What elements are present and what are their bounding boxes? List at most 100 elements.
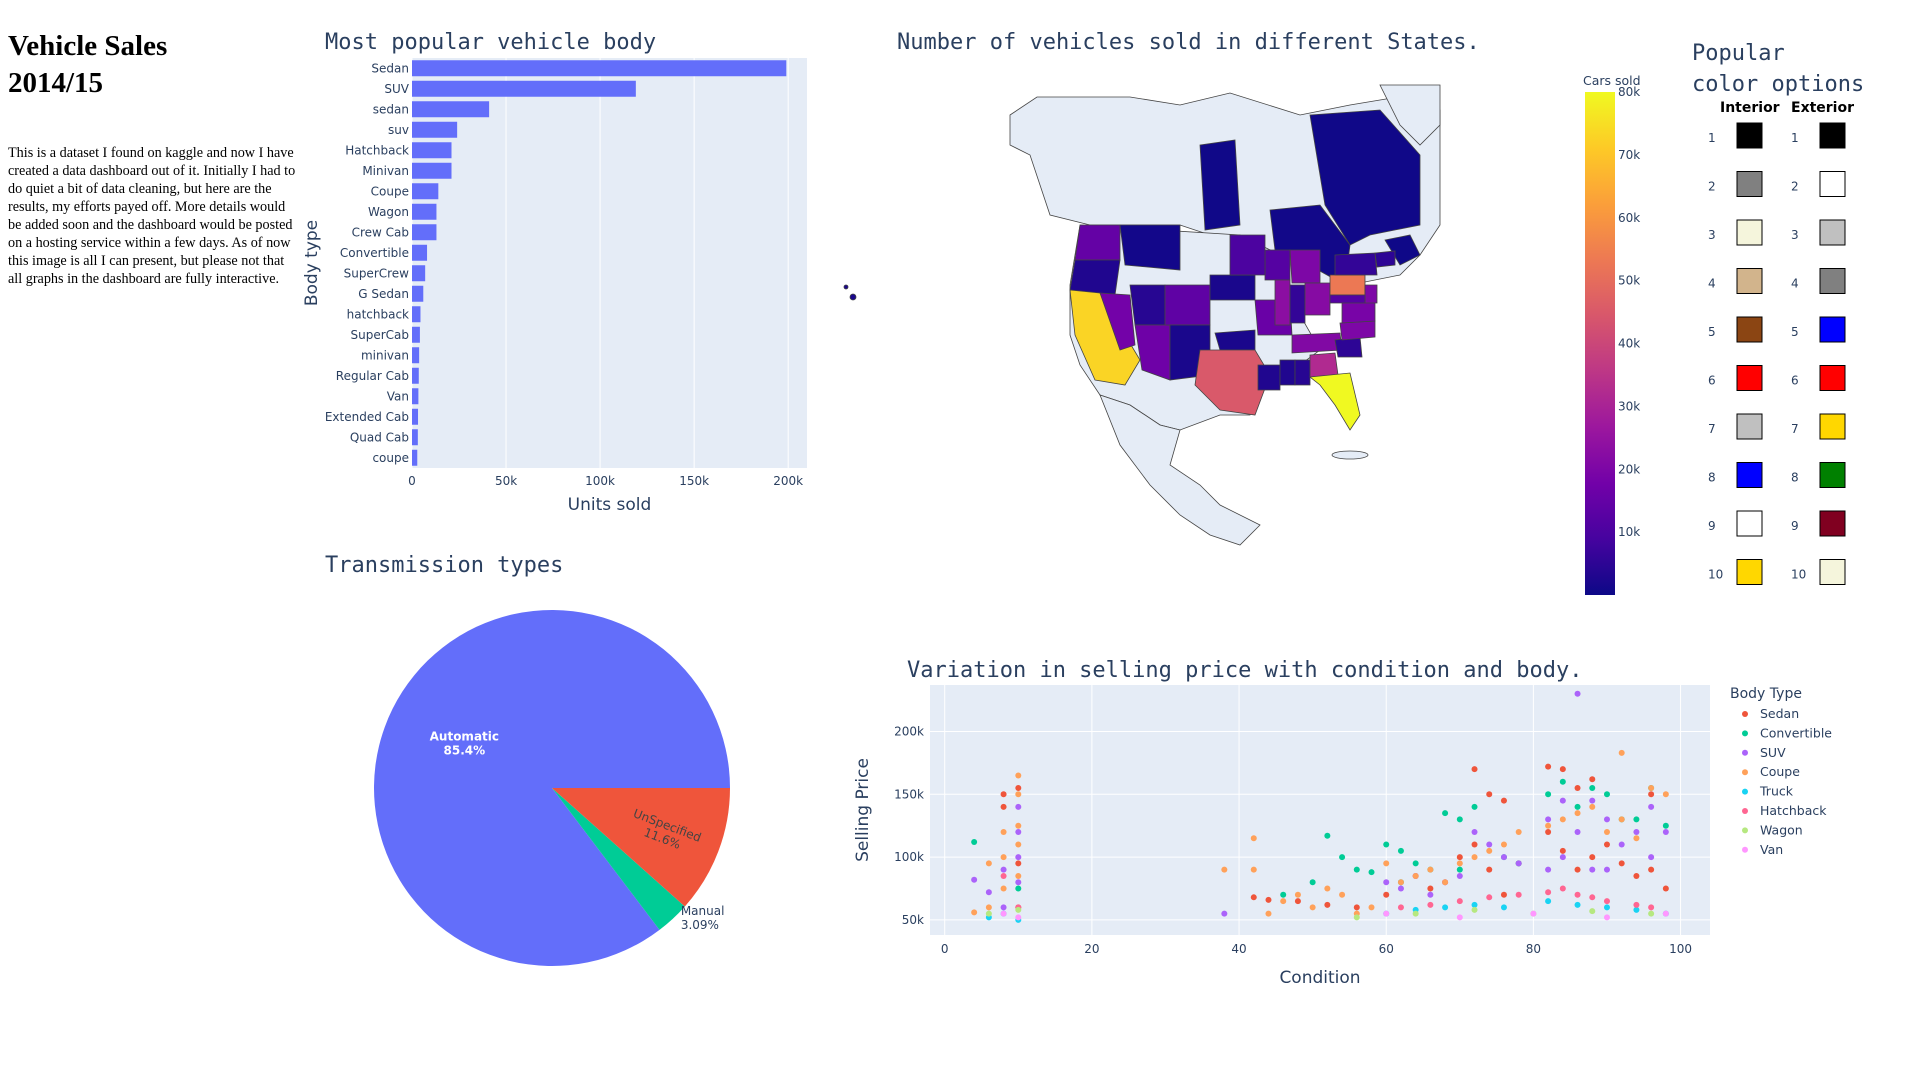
scatter-point xyxy=(1015,854,1022,861)
bar xyxy=(412,183,439,200)
scatter-point xyxy=(1574,828,1581,835)
color-table-header-interior: Interior xyxy=(1720,100,1780,116)
scatter-point xyxy=(1015,772,1022,779)
scatter-point xyxy=(1500,854,1507,861)
scatter-point xyxy=(1015,803,1022,810)
scatter-point xyxy=(1559,766,1566,773)
scatter-point xyxy=(1574,866,1581,873)
map-cuba xyxy=(1331,450,1369,460)
scatter-x-tick-label: 40 xyxy=(1231,942,1246,956)
map-maryland xyxy=(1329,294,1366,304)
scatter-chart[interactable]: 0 20 40 60 80 100 50k 100k 150k 200k Condition Sell… xyxy=(850,680,1920,1000)
bar xyxy=(412,285,424,302)
map-quebec xyxy=(1309,109,1421,246)
scatter-point xyxy=(1559,885,1566,892)
color-rank-label: 9 xyxy=(1708,519,1716,533)
map-greenland xyxy=(1379,84,1441,146)
bar xyxy=(412,60,787,77)
scatter-legend-marker xyxy=(1742,788,1748,795)
color-rank-label: 5 xyxy=(1708,325,1716,339)
page-title: Vehicle Sales 2014/15 xyxy=(8,30,168,99)
color-rank-label: 8 xyxy=(1791,471,1799,485)
map-washington xyxy=(1074,224,1121,261)
scatter-point xyxy=(1603,866,1610,873)
scatter-y-tick-label: 200k xyxy=(894,724,924,738)
scatter-point xyxy=(1486,866,1493,873)
scatter-point xyxy=(1397,847,1404,854)
bar-x-tick-label: 200k xyxy=(773,474,803,488)
map-chart[interactable] xyxy=(843,84,1600,605)
scatter-point xyxy=(1633,816,1640,823)
scatter-point xyxy=(1265,896,1272,903)
map-mexico xyxy=(1099,394,1261,546)
scatter-point xyxy=(1397,885,1404,892)
color-rank-label: 3 xyxy=(1791,228,1799,242)
map-ohio xyxy=(1304,282,1331,316)
scatter-point xyxy=(1442,810,1449,817)
scatter-point xyxy=(1280,891,1287,898)
color-rank-label: 8 xyxy=(1708,471,1716,485)
bar-category-label: G Sedan xyxy=(358,287,409,301)
pie-slice-percent: 85.4% xyxy=(444,743,486,757)
scatter-point xyxy=(1589,894,1596,901)
bar-category-label: Crew Cab xyxy=(352,225,409,239)
bar-category-label: SUV xyxy=(384,82,409,96)
scatter-point xyxy=(1603,816,1610,823)
scatter-point xyxy=(1633,828,1640,835)
exterior-color-swatch xyxy=(1819,122,1846,149)
scatter-point xyxy=(1339,854,1346,861)
scatter-y-tick-label: 100k xyxy=(894,850,924,864)
exterior-color-swatch xyxy=(1819,413,1846,440)
map-minnesota xyxy=(1229,234,1266,276)
bar xyxy=(412,265,426,282)
scatter-point xyxy=(1015,914,1022,921)
scatter-legend-label: Wagon xyxy=(1760,822,1803,837)
bar-category-label: sedan xyxy=(373,102,409,116)
map-new-jersey xyxy=(1364,284,1378,304)
scatter-point xyxy=(1000,791,1007,798)
scatter-point xyxy=(1648,910,1655,917)
bar xyxy=(412,244,428,261)
scatter-point xyxy=(1456,860,1463,867)
bar-plot-area xyxy=(412,58,807,468)
scatter-point xyxy=(1280,898,1287,905)
scatter-point xyxy=(1486,894,1493,901)
scatter-point xyxy=(1574,785,1581,792)
scatter-point xyxy=(1456,898,1463,905)
color-table-header-exterior: Exterior xyxy=(1791,100,1854,116)
bar-category-label: Minivan xyxy=(362,164,409,178)
bar-category-label: minivan xyxy=(361,348,409,362)
interior-color-swatch xyxy=(1736,122,1763,149)
scatter-point xyxy=(1324,901,1331,908)
map-florida xyxy=(1308,372,1361,431)
map-utah xyxy=(1129,284,1166,326)
interior-color-swatch xyxy=(1736,219,1763,246)
colorbar-tick-label: 30k xyxy=(1618,399,1640,413)
scatter-point xyxy=(1530,910,1537,917)
scatter-point xyxy=(971,876,978,883)
scatter-point xyxy=(1589,797,1596,804)
scatter-x-axis-label: Condition xyxy=(1279,968,1360,988)
colorbar: Cars sold 10k 20k 30k 40k 50k 60k 70k 80k xyxy=(1583,73,1641,595)
color-table: Interior Exterior 1 1 2 2 3 3 4 4 5 5 6 6 7 7 8 8 9 9 10 10 xyxy=(1708,100,1854,585)
scatter-point xyxy=(1603,841,1610,848)
scatter-point xyxy=(1500,891,1507,898)
bar-category-label: Quad Cab xyxy=(350,430,409,444)
color-rank-label: 3 xyxy=(1708,228,1716,242)
scatter-point xyxy=(1456,854,1463,861)
scatter-point xyxy=(985,910,992,917)
scatter-point xyxy=(1471,803,1478,810)
scatter-point xyxy=(1309,904,1316,911)
pie-chart[interactable]: Automatic85.4%Manual3.09%UnSpecified11.6… xyxy=(340,595,780,995)
map-nebraska xyxy=(1209,274,1256,301)
map-south-carolina xyxy=(1334,336,1363,358)
bar-category-label: Sedan xyxy=(371,61,409,75)
scatter-point xyxy=(1589,803,1596,810)
bar-category-label: suv xyxy=(388,123,409,137)
pie-chart-title: Transmission types xyxy=(325,553,564,578)
scatter-point xyxy=(1618,860,1625,867)
bar xyxy=(412,224,437,241)
bar-category-label: SuperCrew xyxy=(344,266,410,280)
bar-category-label: Coupe xyxy=(371,184,409,198)
